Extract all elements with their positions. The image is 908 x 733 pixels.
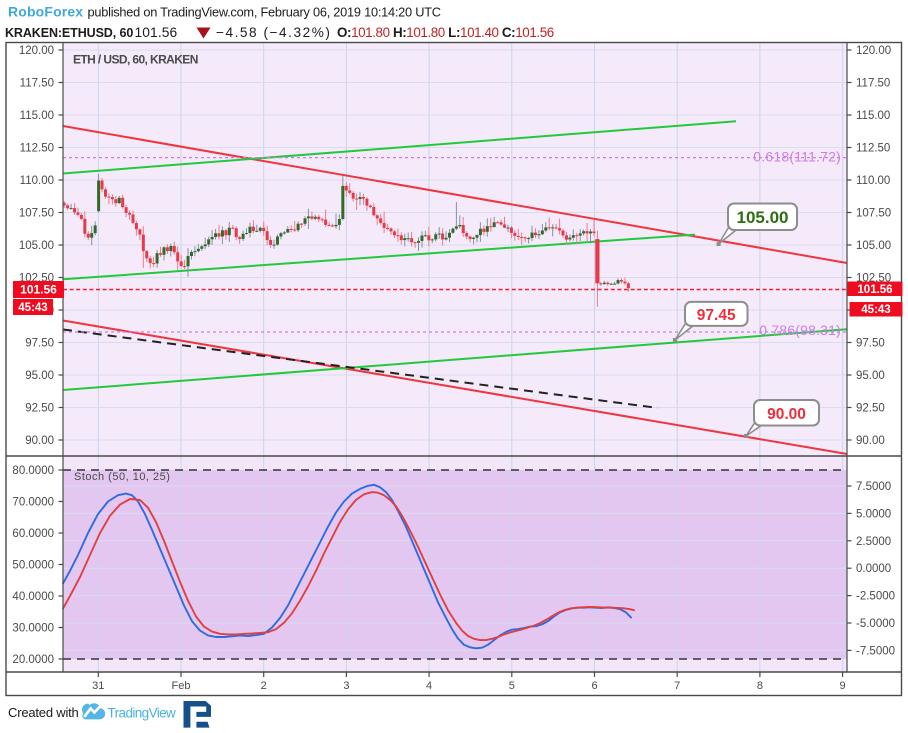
- svg-text:4: 4: [426, 680, 432, 692]
- svg-text:97.50: 97.50: [856, 338, 885, 350]
- svg-text:2: 2: [261, 680, 267, 692]
- svg-text:105.00: 105.00: [856, 240, 891, 252]
- svg-text:-2.5000: -2.5000: [856, 591, 895, 603]
- svg-text:70.0000: 70.0000: [12, 497, 54, 509]
- svg-text:30.0000: 30.0000: [12, 623, 54, 635]
- svg-text:107.50: 107.50: [19, 208, 54, 220]
- svg-text:9: 9: [840, 680, 846, 692]
- svg-text:60.0000: 60.0000: [12, 528, 54, 540]
- svg-text:117.50: 117.50: [20, 78, 54, 90]
- svg-text:6: 6: [591, 680, 597, 692]
- svg-text:112.50: 112.50: [20, 143, 54, 155]
- svg-text:90.00: 90.00: [25, 435, 54, 447]
- svg-text:117.50: 117.50: [856, 78, 890, 90]
- svg-text:92.50: 92.50: [856, 403, 885, 415]
- svg-text:90.00: 90.00: [856, 435, 885, 447]
- svg-text:95.00: 95.00: [25, 370, 54, 382]
- svg-text:5.0000: 5.0000: [856, 508, 891, 520]
- svg-text:KRAKEN:ETHUSD, 60: KRAKEN:ETHUSD, 60: [5, 26, 133, 40]
- svg-text:101.56: 101.56: [20, 283, 57, 297]
- svg-text:published on TradingView.com,: published on TradingView.com, February 0…: [88, 5, 441, 20]
- svg-text:97.45: 97.45: [697, 307, 736, 324]
- svg-text:115.00: 115.00: [856, 110, 890, 122]
- svg-text:7.5000: 7.5000: [856, 481, 891, 493]
- svg-text:31: 31: [92, 680, 104, 692]
- svg-text:0.618(111.72): 0.618(111.72): [753, 149, 841, 165]
- svg-text:110.00: 110.00: [20, 175, 54, 187]
- svg-text:115.00: 115.00: [20, 110, 54, 122]
- svg-text:120.00: 120.00: [19, 45, 54, 57]
- svg-text:40.0000: 40.0000: [12, 591, 54, 603]
- svg-text:2.5000: 2.5000: [856, 536, 891, 548]
- svg-text:Created with: Created with: [8, 705, 79, 720]
- svg-text:0.0000: 0.0000: [856, 563, 891, 575]
- svg-text:110.00: 110.00: [856, 175, 890, 187]
- svg-text:45:43: 45:43: [861, 304, 890, 316]
- svg-text:-5.0000: -5.0000: [856, 618, 895, 630]
- svg-text:Feb: Feb: [172, 680, 191, 692]
- svg-text:105.00: 105.00: [737, 208, 789, 227]
- svg-text:−4.58 (−4.32%): −4.58 (−4.32%): [216, 25, 331, 40]
- svg-text:3: 3: [343, 680, 349, 692]
- svg-text:90.00: 90.00: [767, 406, 806, 423]
- svg-text:O:101.80 H:101.80 L:101.40 C:1: O:101.80 H:101.80 L:101.40 C:101.56: [337, 25, 554, 40]
- svg-text:TradingView: TradingView: [108, 706, 177, 721]
- svg-text:8: 8: [757, 680, 763, 692]
- svg-text:105.00: 105.00: [19, 240, 54, 252]
- svg-text:20.0000: 20.0000: [12, 654, 54, 666]
- svg-text:101.56: 101.56: [135, 25, 178, 40]
- svg-text:112.50: 112.50: [856, 143, 890, 155]
- svg-text:95.00: 95.00: [856, 370, 885, 382]
- svg-text:120.00: 120.00: [856, 45, 891, 57]
- svg-text:50.0000: 50.0000: [12, 560, 54, 572]
- svg-text:Stoch (50, 10, 25): Stoch (50, 10, 25): [74, 471, 170, 483]
- svg-text:80.0000: 80.0000: [12, 465, 54, 477]
- svg-text:7: 7: [674, 680, 680, 692]
- svg-text:45:43: 45:43: [18, 302, 47, 314]
- svg-text:5: 5: [509, 680, 515, 692]
- svg-text:97.50: 97.50: [25, 338, 54, 350]
- svg-text:0.786(98.31): 0.786(98.31): [759, 322, 841, 338]
- svg-text:92.50: 92.50: [25, 403, 54, 415]
- svg-text:RoboForex: RoboForex: [8, 4, 83, 20]
- svg-text:107.50: 107.50: [856, 208, 891, 220]
- svg-text:ETH / USD, 60, KRAKEN: ETH / USD, 60, KRAKEN: [73, 53, 198, 67]
- svg-text:-7.5000: -7.5000: [856, 645, 895, 657]
- svg-text:101.56: 101.56: [857, 284, 892, 296]
